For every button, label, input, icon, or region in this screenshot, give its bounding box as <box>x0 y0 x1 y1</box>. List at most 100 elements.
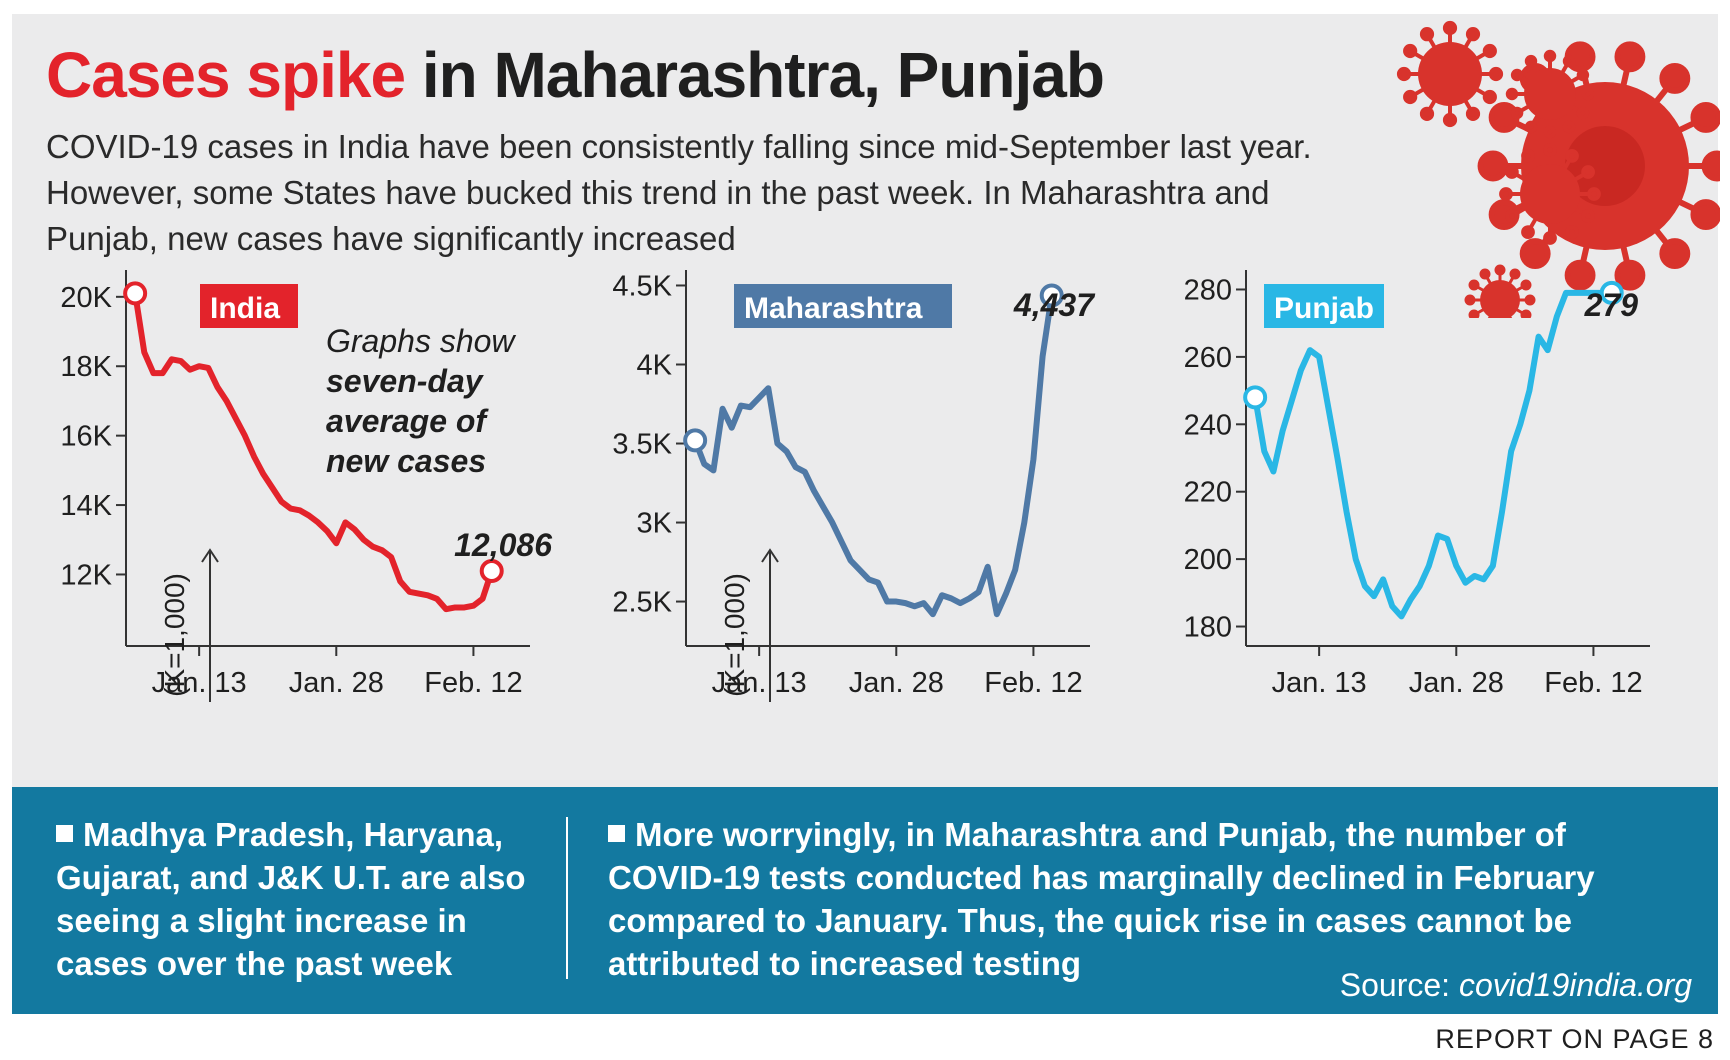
note-line-2: seven-day <box>326 363 485 399</box>
virus-spike-tip <box>1468 309 1480 318</box>
headline-highlight: Cases spike <box>46 39 406 111</box>
virus-spike-tip <box>1505 87 1519 101</box>
virus-spike-tip <box>1543 49 1557 63</box>
india-end-label: 12,086 <box>454 527 552 563</box>
virus-spike-tip <box>1419 27 1435 42</box>
india-series-line <box>132 290 495 613</box>
source-credit: Source: covid19india.org <box>1340 967 1692 1004</box>
y-tick-label: 3K <box>637 508 673 540</box>
virus-spike-tip <box>1510 68 1524 82</box>
virus-spike-tip <box>1442 112 1458 128</box>
x-tick-label: Jan. 28 <box>1409 667 1504 699</box>
bullet-square-icon <box>608 825 625 842</box>
maharashtra-start-point <box>683 428 708 453</box>
virus-spike-tip <box>1442 20 1458 36</box>
virus-spike-tip <box>1521 149 1535 163</box>
virus-spike-tip <box>1520 309 1532 318</box>
y-tick-label: 4.5K <box>612 270 672 302</box>
virus-spike-tip <box>1581 209 1595 223</box>
virus-spike-tip <box>1543 125 1557 139</box>
x-tick-label: Jan. 13 <box>1272 667 1367 699</box>
virus-spike-tip <box>1565 225 1579 239</box>
punjab-y-ticks: 280 260 240 220 200 180 <box>1184 274 1246 644</box>
virus-spike-tip <box>1564 259 1596 291</box>
x-tick-label: Feb. 12 <box>984 667 1082 699</box>
virus-spike-tip <box>1519 238 1551 270</box>
maharashtra-series-line <box>692 292 1055 618</box>
y-tick-label: 220 <box>1184 477 1232 509</box>
x-tick-label: Jan. 13 <box>152 667 247 699</box>
bullet-square-icon <box>56 825 73 842</box>
virus-spike-tip <box>1482 43 1497 59</box>
y-tick-label: 240 <box>1184 409 1232 441</box>
virus-spike-tip <box>1482 89 1497 105</box>
virus-spike-tip <box>1581 165 1595 179</box>
y-tick-label: 260 <box>1184 342 1232 374</box>
x-tick-label: Feb. 12 <box>1544 667 1642 699</box>
note-line-3: average of <box>326 403 489 439</box>
x-tick-label: Jan. 13 <box>712 667 807 699</box>
note-line-1: Graphs show <box>326 323 516 359</box>
footer-point-2: More worryingly, in Maharashtra and Punj… <box>608 813 1678 985</box>
punjab-end-label: 279 <box>1584 287 1639 323</box>
y-tick-label: 280 <box>1184 274 1232 306</box>
punjab-chart-svg: 280 260 240 220 200 180 Jan. 13 Jan. 28 Feb. 12… <box>1184 270 1650 699</box>
source-site: covid19india.org <box>1458 967 1692 1003</box>
virus-spike-tip <box>1479 268 1491 280</box>
india-unit-arrow-icon <box>201 548 219 563</box>
virus-spike-tip <box>1465 106 1481 121</box>
maharashtra-y-ticks: 4.5K 4K 3.5K 3K 2.5K <box>612 270 686 619</box>
footer-band: Madhya Pradesh, Haryana, Gujarat, and J&… <box>12 787 1718 1014</box>
maharashtra-title: Maharashtra <box>744 292 923 325</box>
y-tick-label: 4K <box>637 350 673 382</box>
virus-spike-tip <box>1403 89 1418 105</box>
virus-spike-tip <box>1464 294 1476 306</box>
virus-spike-tip <box>1524 54 1538 68</box>
y-tick-label: 16K <box>60 421 112 453</box>
virus-icon-small-3 <box>1499 143 1601 245</box>
india-title: India <box>210 292 280 325</box>
maharashtra-chart: 4.5K 4K 3.5K 3K 2.5K Jan. 13 Jan. 28 Feb. 12 M… <box>600 270 1140 770</box>
virus-spike-tip <box>1524 120 1538 134</box>
footer-point-1-text: Madhya Pradesh, Haryana, Gujarat, and J&… <box>56 816 526 982</box>
maharashtra-label-box <box>734 284 952 328</box>
virus-spike-tip <box>1521 225 1535 239</box>
virus-illustration <box>1396 20 1720 318</box>
virus-spike-tip <box>1562 120 1576 134</box>
india-end-point <box>479 559 504 583</box>
virus-spike-tip <box>1477 150 1509 182</box>
virus-spike-tip <box>1701 150 1720 182</box>
virus-spike-tip <box>1565 149 1579 163</box>
virus-spike-tip <box>1510 106 1524 120</box>
virus-spike-tip <box>1494 264 1506 276</box>
virus-spike-tip <box>1419 106 1435 121</box>
virus-spike-tip <box>1465 27 1481 42</box>
virus-spike-tip <box>1587 187 1601 201</box>
subtitle: COVID-19 cases in India have been consis… <box>46 128 1312 257</box>
y-tick-label: 14K <box>60 490 112 522</box>
maharashtra-end-label: 4,437 <box>1013 287 1096 323</box>
virus-spike-tip <box>1396 66 1412 82</box>
x-tick-label: Jan. 28 <box>289 667 384 699</box>
virus-spike-tip <box>1581 87 1595 101</box>
virus-icon-small-1 <box>1396 20 1504 128</box>
headline-rest: in Maharashtra, Punjab <box>421 39 1105 111</box>
y-tick-label: 20K <box>60 282 112 314</box>
punjab-label-box <box>1264 284 1384 328</box>
footer-point-2-text: More worryingly, in Maharashtra and Punj… <box>608 816 1595 982</box>
x-tick-label: Feb. 12 <box>424 667 522 699</box>
virus-spike-tip <box>1690 199 1720 231</box>
punjab-x-ticks: Jan. 13 Jan. 28 Feb. 12 <box>1272 646 1643 699</box>
virus-spike-tip <box>1499 187 1513 201</box>
virus-icon-small-2 <box>1505 49 1595 139</box>
y-tick-label: 12K <box>60 559 112 591</box>
virus-spike-tip <box>1505 165 1519 179</box>
maharashtra-unit-arrow-icon <box>761 548 779 563</box>
source-prefix: Source: <box>1339 967 1459 1003</box>
virus-icon-small-4 <box>1464 264 1536 318</box>
virus-spike-tip <box>1468 279 1480 291</box>
virus-spike-tip <box>1524 294 1536 306</box>
india-chart: 20K 18K 16K 14K 12K Jan. 13 Jan. 28 Feb. 12 In… <box>40 270 570 770</box>
report-note: REPORT ON PAGE 8 <box>1435 1024 1714 1054</box>
note-line-4: new cases <box>326 443 486 479</box>
